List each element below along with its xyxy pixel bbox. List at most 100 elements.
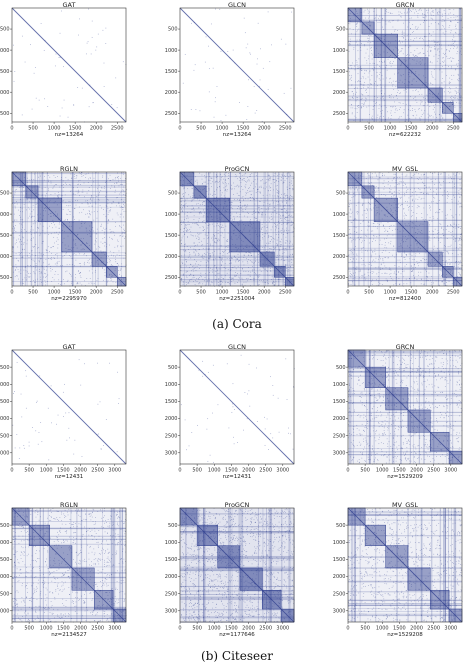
nonzero-mark	[354, 195, 356, 197]
column-stripe	[458, 8, 460, 122]
nonzero-mark	[121, 263, 122, 265]
nonzero-mark	[247, 198, 249, 200]
nonzero-mark	[446, 251, 448, 252]
nonzero-mark	[112, 265, 114, 266]
nonzero-mark	[380, 90, 382, 92]
column-stripe	[408, 8, 410, 122]
nonzero-mark	[441, 227, 443, 229]
nonzero-mark	[26, 180, 28, 182]
nonzero-mark	[248, 79, 250, 81]
nonzero-mark	[274, 238, 276, 240]
nonzero-mark	[199, 211, 201, 213]
nonzero-mark	[412, 200, 413, 202]
nonzero-mark	[119, 193, 121, 195]
nonzero-mark	[273, 206, 275, 208]
x-tick-label: 2500	[111, 290, 124, 296]
nonzero-mark	[352, 97, 353, 98]
nonzero-mark	[354, 115, 356, 117]
nonzero-mark	[182, 222, 184, 224]
nonzero-mark	[102, 238, 104, 240]
nonzero-mark	[419, 118, 421, 120]
nonzero-mark	[372, 251, 374, 252]
nonzero-mark	[219, 227, 221, 229]
nonzero-mark	[231, 220, 233, 221]
nonzero-mark	[69, 263, 71, 265]
nonzero-mark	[250, 271, 252, 273]
y-tick-label: 2000	[0, 254, 10, 260]
column-stripe	[459, 8, 461, 122]
nonzero-mark	[243, 254, 245, 256]
nonzero-mark	[195, 253, 196, 255]
nonzero-mark	[114, 269, 116, 271]
nonzero-mark	[204, 212, 205, 214]
nonzero-mark	[349, 98, 351, 100]
nonzero-mark	[439, 63, 441, 64]
nonzero-mark	[411, 84, 412, 85]
nonzero-mark	[397, 259, 399, 261]
nonzero-mark	[288, 260, 290, 262]
nonzero-mark	[222, 251, 223, 253]
nonzero-mark	[380, 106, 382, 108]
nonzero-mark	[289, 214, 290, 216]
nonzero-mark	[361, 236, 363, 238]
nonzero-mark	[253, 280, 255, 282]
nonzero-mark	[439, 114, 440, 115]
nonzero-mark	[287, 269, 289, 271]
nonzero-mark	[244, 215, 245, 217]
column-stripe	[37, 172, 39, 286]
nonzero-mark	[414, 96, 416, 98]
nonzero-mark	[367, 42, 369, 44]
nonzero-mark	[12, 247, 14, 249]
nonzero-mark	[123, 205, 125, 207]
nonzero-mark	[232, 49, 234, 51]
nonzero-mark	[420, 9, 422, 11]
nonzero-mark	[453, 40, 455, 42]
nonzero-mark	[244, 32, 246, 34]
nonzero-mark	[267, 88, 269, 90]
nonzero-mark	[54, 200, 56, 202]
nonzero-mark	[406, 174, 408, 176]
nonzero-mark	[274, 173, 276, 174]
nonzero-mark	[398, 207, 399, 208]
nonzero-mark	[384, 61, 385, 63]
nonzero-mark	[444, 190, 445, 192]
nonzero-mark	[55, 270, 57, 272]
nonzero-mark	[240, 207, 242, 209]
nonzero-mark	[256, 274, 257, 276]
nonzero-mark	[67, 245, 69, 247]
nonzero-mark	[234, 62, 236, 64]
nonzero-mark	[394, 199, 395, 201]
nonzero-mark	[116, 197, 117, 199]
nonzero-mark	[210, 245, 212, 246]
nonzero-mark	[378, 272, 380, 273]
nonzero-mark	[53, 246, 54, 247]
nonzero-mark	[53, 279, 55, 281]
nonzero-mark	[208, 225, 210, 226]
nonzero-mark	[20, 239, 21, 240]
nonzero-mark	[122, 173, 124, 175]
nonzero-mark	[94, 201, 96, 203]
nonzero-mark	[31, 250, 33, 252]
nonzero-mark	[187, 230, 189, 231]
nonzero-mark	[458, 117, 460, 119]
nonzero-mark	[424, 63, 426, 64]
nonzero-mark	[400, 246, 402, 248]
nonzero-mark	[21, 251, 22, 253]
nonzero-mark	[364, 277, 366, 279]
nonzero-mark	[375, 17, 376, 19]
nonzero-mark	[457, 79, 458, 81]
nonzero-mark	[215, 271, 217, 272]
nonzero-mark	[196, 278, 198, 279]
nonzero-mark	[356, 211, 358, 213]
nonzero-mark	[416, 10, 417, 12]
nonzero-mark	[371, 284, 373, 285]
nonzero-mark	[80, 277, 82, 279]
nonzero-mark	[96, 217, 98, 219]
nonzero-mark	[430, 93, 431, 95]
nonzero-mark	[85, 177, 87, 178]
nonzero-mark	[268, 282, 269, 284]
nonzero-mark	[349, 38, 351, 40]
nonzero-mark	[447, 91, 449, 92]
nonzero-mark	[350, 213, 352, 214]
nonzero-mark	[271, 216, 273, 218]
